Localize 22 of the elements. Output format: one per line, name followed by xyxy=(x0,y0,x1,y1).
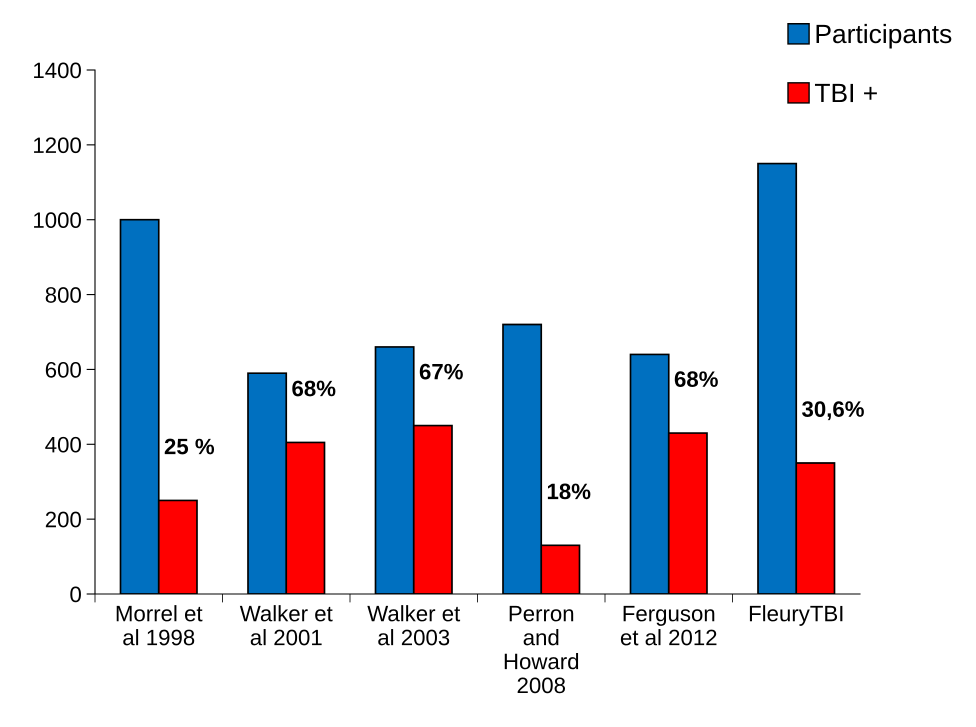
y-tick-label: 400 xyxy=(45,436,81,453)
y-tick-label: 1400 xyxy=(34,62,81,78)
x-tick-label: Walker et al 2003 xyxy=(367,605,460,646)
annotation: 67% xyxy=(420,364,463,380)
x-tick-label: Ferguson et al 2012 xyxy=(620,606,716,646)
annotation: 30,6% xyxy=(802,401,864,420)
annotation: 18% xyxy=(548,484,590,500)
x-tick-label: FleuryTBI xyxy=(750,605,842,626)
y-tick-label: 200 xyxy=(46,512,81,528)
x-tick-label: Walker et al 2001 xyxy=(240,605,333,646)
legend-label: Participants xyxy=(816,24,952,48)
x-tick-label: Morrel et al 1998 xyxy=(116,605,202,646)
legend-label: TBI + xyxy=(814,84,877,102)
x-tick-label: Perron and Howard 2008 xyxy=(504,606,578,694)
y-tick-label: 0 xyxy=(70,586,81,602)
y-tick-label: 800 xyxy=(46,287,81,303)
annotation: 68% xyxy=(674,371,718,387)
y-tick-label: 1000 xyxy=(34,212,81,228)
annotation: 25 % xyxy=(164,438,214,454)
annotation: 68% xyxy=(292,380,336,396)
y-tick-label: 600 xyxy=(46,362,81,378)
y-tick-label: 1200 xyxy=(34,137,81,154)
